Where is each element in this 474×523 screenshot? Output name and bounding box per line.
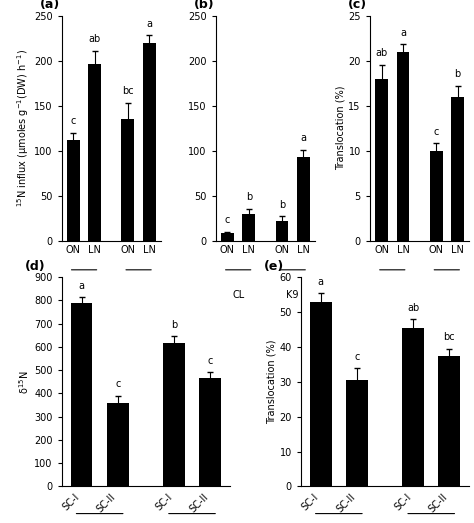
Text: (e): (e) xyxy=(264,260,284,273)
Text: ab: ab xyxy=(89,34,101,44)
Text: a: a xyxy=(400,28,406,38)
Bar xyxy=(438,356,460,486)
Text: a: a xyxy=(301,133,306,143)
Bar xyxy=(275,221,288,241)
Bar xyxy=(243,213,255,241)
Y-axis label: Translocation (%): Translocation (%) xyxy=(267,339,277,424)
Bar xyxy=(143,43,155,241)
Bar xyxy=(397,52,410,241)
Text: c: c xyxy=(354,351,360,361)
Text: K9: K9 xyxy=(132,290,145,300)
Bar xyxy=(107,403,128,486)
Text: (b): (b) xyxy=(194,0,214,11)
Text: c: c xyxy=(115,380,120,390)
Text: b: b xyxy=(246,192,252,202)
Text: ab: ab xyxy=(407,303,419,313)
Text: b: b xyxy=(279,200,285,210)
Text: K9: K9 xyxy=(286,290,299,300)
Text: c: c xyxy=(433,127,439,137)
Text: c: c xyxy=(225,215,230,225)
Bar xyxy=(199,378,221,486)
Bar xyxy=(430,151,443,241)
Text: CL: CL xyxy=(232,290,244,300)
Text: c: c xyxy=(208,356,213,366)
Bar xyxy=(163,344,185,486)
Bar xyxy=(121,119,134,241)
Text: K9: K9 xyxy=(440,290,453,300)
Text: c: c xyxy=(71,116,76,126)
Y-axis label: $^{15}$N influx (μmoles g$^{-1}$(DW) h$^{-1}$): $^{15}$N influx (μmoles g$^{-1}$(DW) h$^… xyxy=(15,49,31,207)
Text: bc: bc xyxy=(122,86,134,96)
Bar xyxy=(71,303,92,486)
Bar xyxy=(402,328,424,486)
Bar xyxy=(451,97,464,241)
Text: CL: CL xyxy=(78,290,90,300)
Bar xyxy=(67,140,80,241)
Text: b: b xyxy=(455,69,461,79)
Text: (d): (d) xyxy=(25,260,45,273)
Y-axis label: Translocation (%): Translocation (%) xyxy=(336,86,346,170)
Bar xyxy=(375,78,388,241)
Text: CL: CL xyxy=(386,290,399,300)
Text: bc: bc xyxy=(444,333,455,343)
Text: (a): (a) xyxy=(40,0,60,11)
Text: a: a xyxy=(318,277,324,287)
Text: b: b xyxy=(171,320,177,330)
Bar xyxy=(88,64,101,241)
Text: a: a xyxy=(79,281,84,291)
Y-axis label: δ$^{15}$N: δ$^{15}$N xyxy=(18,370,31,393)
Bar xyxy=(221,233,234,241)
Text: (c): (c) xyxy=(348,0,367,11)
Bar xyxy=(310,302,332,486)
Bar xyxy=(346,380,368,486)
Text: ab: ab xyxy=(375,49,388,59)
Bar xyxy=(297,157,310,241)
Text: a: a xyxy=(146,19,152,29)
